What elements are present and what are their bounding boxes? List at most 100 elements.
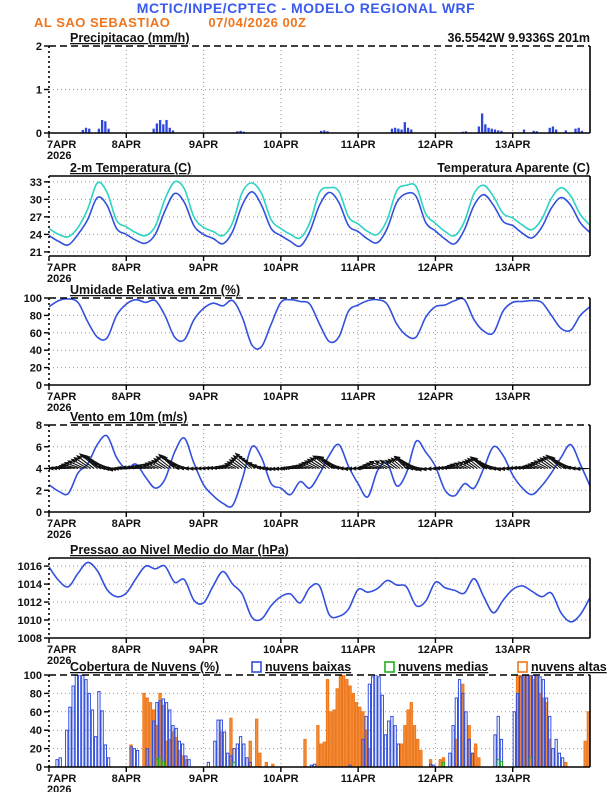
cloud-bar	[399, 743, 404, 767]
x-axis-year: 2026	[47, 402, 71, 414]
cloud-bar	[361, 738, 365, 767]
cloud-bar	[341, 675, 346, 767]
cloud-bar	[412, 725, 417, 767]
cloud-bar	[383, 734, 388, 767]
wind-vector	[457, 461, 472, 469]
y-tick-label: 1014	[18, 579, 43, 591]
cloud-bar	[345, 679, 349, 767]
cloud-bar	[499, 760, 504, 767]
y-tick-label: 0	[36, 128, 42, 140]
cloud-bar	[65, 729, 69, 767]
cloud-bar	[387, 720, 391, 767]
cloud-bar	[148, 702, 153, 767]
panel-title: Umidade Relativa em 2m (%)	[70, 283, 240, 297]
x-tick-label: 9APR	[189, 391, 218, 403]
cloud-bar	[515, 692, 520, 767]
precip-bar	[497, 130, 500, 133]
precip-bar	[493, 129, 497, 133]
precip-bar	[564, 130, 567, 133]
y-tick-label: 6	[36, 442, 42, 454]
x-tick-label: 11APR	[341, 773, 376, 785]
precip-bar	[97, 128, 101, 133]
panel-right-label: 36.5542W 9.9336S 201m	[448, 31, 590, 45]
cloud-bar	[499, 738, 504, 767]
cloud-bar	[367, 683, 372, 767]
cloud-bar	[206, 761, 211, 767]
cloud-bar	[187, 759, 191, 767]
run-subtitle: AL SAO SEBASTIAO 07/04/2026 00Z	[34, 15, 306, 30]
series-area	[49, 434, 590, 508]
cloud-bar	[319, 743, 323, 767]
wind-line	[49, 434, 590, 508]
precip-bar	[165, 119, 168, 133]
cloud-bar	[168, 709, 172, 767]
cloud-bar	[528, 675, 533, 767]
panel-title: Cobertura de Nuvens (%)	[70, 660, 219, 674]
x-axis-year: 2026	[47, 529, 71, 541]
y-tick-label: 1016	[18, 561, 42, 573]
x-tick-label: 10APR	[263, 262, 299, 274]
precip-bar	[406, 127, 410, 133]
y-tick-label: 21	[30, 247, 42, 259]
cloud-bar	[129, 746, 133, 767]
humidity-line	[49, 298, 590, 350]
cloud-bar	[364, 715, 368, 767]
precip-bar	[155, 123, 159, 133]
cloud-bar	[554, 738, 558, 767]
y-tick-label: 0	[36, 762, 42, 774]
cloud-bar	[255, 718, 259, 767]
precip-bar	[535, 131, 539, 133]
y-tick-label: 40	[30, 725, 42, 737]
precip-bar	[410, 129, 413, 133]
panel-title: Vento em 10m (m/s)	[70, 410, 187, 424]
legend-label: nuvens altas	[531, 660, 607, 674]
cloud-bar	[55, 759, 59, 767]
temperature-line	[49, 180, 590, 240]
cloud-bar	[438, 759, 442, 767]
cloud-bar	[226, 752, 230, 767]
precip-bar	[490, 128, 493, 133]
x-tick-label: 7APR	[47, 518, 76, 530]
cloud-bar	[90, 709, 95, 767]
x-tick-label: 7APR	[47, 262, 76, 274]
x-axis-year: 2026	[47, 273, 71, 285]
y-tick-label: 60	[30, 328, 42, 340]
legend-swatch	[384, 661, 395, 673]
cloud-bar	[303, 738, 307, 767]
x-tick-label: 10APR	[263, 644, 299, 656]
cloud-bar	[370, 676, 375, 767]
cloud-bar	[354, 702, 359, 767]
cloud-bar	[245, 757, 249, 767]
cloud-bar	[325, 679, 330, 767]
y-tick-label: 60	[30, 707, 42, 719]
precip-bar	[464, 131, 468, 133]
panel-wind: 0 2 4 6 8 7APR 8APR 9APR 10APR 11APR 12APR 13APR 202…	[36, 410, 591, 541]
legend-label: nuvens baixas	[265, 660, 351, 674]
x-tick-label: 12APR	[418, 139, 454, 151]
cloud-bar	[158, 700, 162, 767]
x-tick-label: 13APR	[495, 139, 531, 151]
precip-bar	[319, 130, 323, 133]
precip-bar	[158, 119, 162, 133]
panel-right-label: Temperatura Aparente (C)	[437, 161, 590, 175]
precip-bar	[522, 129, 526, 133]
x-tick-label: 10APR	[263, 391, 299, 403]
cloud-bar	[586, 711, 590, 767]
cloud-bar	[335, 688, 339, 767]
cloud-bar	[525, 675, 529, 767]
cloud-bar	[512, 711, 516, 767]
cloud-bar	[441, 761, 446, 767]
page-title: MCTIC/INPE/CPTEC - MODELO REGIONAL WRF	[136, 0, 476, 16]
station-name: AL SAO SEBASTIAO	[34, 15, 171, 30]
cloud-bar	[94, 736, 98, 767]
cloud-bar	[264, 761, 269, 767]
cloud-bar	[477, 757, 481, 767]
cloud-bar	[332, 709, 336, 767]
cloud-bar	[496, 759, 500, 767]
cloud-bar	[329, 711, 333, 767]
y-tick-label: 0	[36, 507, 42, 519]
precip-bar	[555, 129, 558, 133]
cloud-bar	[396, 743, 401, 767]
cloud-bar	[358, 706, 362, 767]
